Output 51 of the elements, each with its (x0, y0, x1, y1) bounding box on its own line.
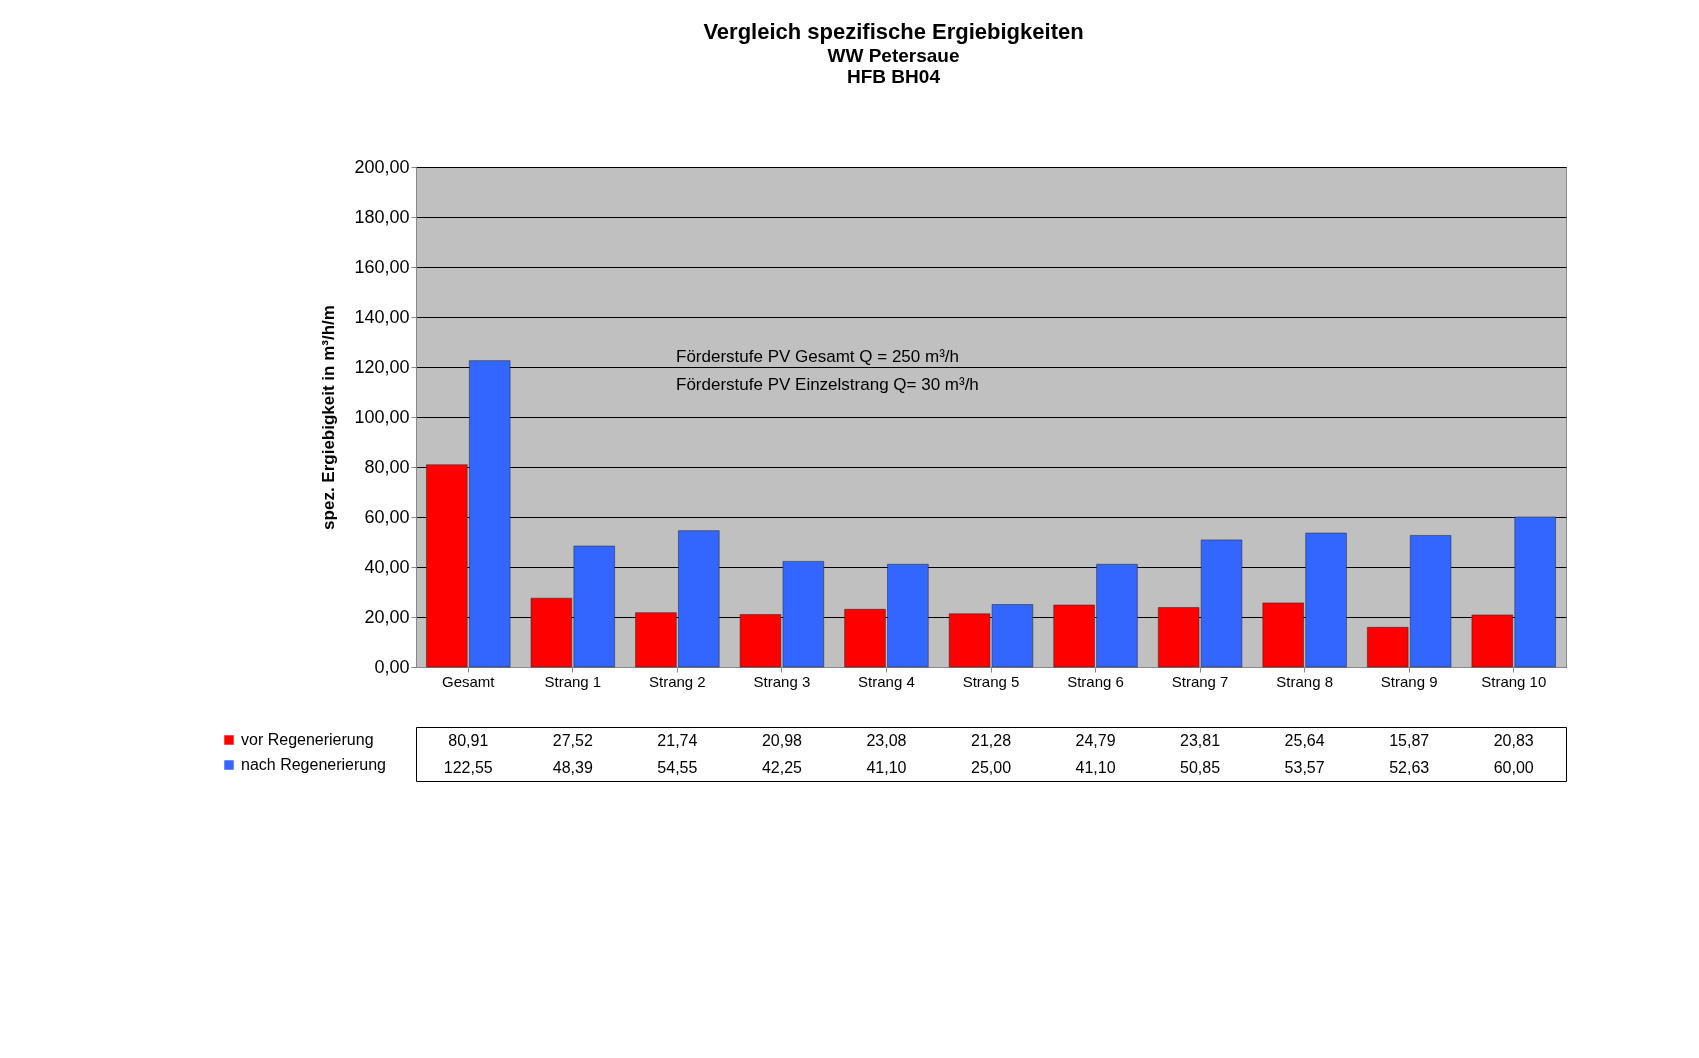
data-label: 122,55 (443, 758, 493, 776)
y-tick-label: 100,00 (354, 406, 410, 427)
x-tick-label: Strang 8 (1276, 672, 1333, 690)
chart-subtitle: WW Petersaue HFB BH04 (827, 44, 960, 87)
x-tick-label: Strang 4 (858, 672, 915, 690)
x-tick-label: Strang 7 (1171, 672, 1229, 690)
x-tick-label: Strang 5 (962, 672, 1020, 690)
data-label: 80,91 (448, 731, 489, 749)
x-tick-label: Strang 6 (1067, 672, 1124, 690)
y-tick-label: 120,00 (354, 356, 410, 377)
data-label: 27,52 (552, 731, 593, 749)
y-tick-label: 140,00 (354, 306, 410, 327)
legend-label: vor Regenerierung (241, 731, 374, 748)
data-label: 21,74 (657, 731, 698, 749)
x-tick-label: Strang 9 (1380, 672, 1438, 690)
data-label: 48,39 (552, 758, 593, 776)
x-tick-label: Strang 2 (649, 672, 706, 690)
x-tick-label: Strang 10 (1481, 672, 1547, 690)
y-tick-label: 40,00 (364, 556, 410, 577)
y-tick-label: 80,00 (364, 456, 410, 477)
data-label: 60,00 (1493, 758, 1534, 776)
data-label: 53,57 (1284, 758, 1325, 776)
data-label: 50,85 (1180, 758, 1221, 776)
data-label: 54,55 (657, 758, 698, 776)
data-label: 25,64 (1284, 731, 1325, 749)
data-label: 20,83 (1493, 731, 1534, 749)
y-tick-label: 200,00 (354, 156, 410, 177)
data-label: 24,79 (1075, 731, 1116, 749)
y-tick-label: 160,00 (354, 256, 410, 277)
annotation: Förderstufe PV Gesamt Q = 250 m³/h (676, 347, 959, 366)
data-label: 15,87 (1389, 731, 1430, 749)
data-label: 52,63 (1389, 758, 1430, 776)
data-label: 23,08 (866, 731, 907, 749)
data-label: 25,00 (970, 758, 1012, 776)
y-tick-label: 180,00 (354, 206, 410, 227)
x-tick-label: Strang 3 (753, 672, 811, 690)
x-tick-label: Strang 1 (544, 672, 602, 690)
y-axis-title: spez. Ergiebigkeit in m³/h/m (319, 305, 339, 530)
y-tick-label: 60,00 (364, 506, 410, 527)
data-label: 21,28 (970, 731, 1012, 749)
data-label: 41,10 (1075, 758, 1116, 776)
chart-title: Vergleich spezifische Ergiebigkeiten (703, 18, 1084, 44)
y-tick-label: 20,00 (364, 606, 410, 627)
legend-label: nach Regenerierung (241, 756, 386, 773)
data-label: 20,98 (761, 731, 803, 749)
x-tick-label: Gesamt (442, 672, 496, 690)
y-tick-label: 0,00 (374, 656, 410, 677)
annotation: Förderstufe PV Einzelstrang Q= 30 m³/h (676, 375, 979, 394)
data-label: 42,25 (761, 758, 803, 776)
data-label: 41,10 (866, 758, 907, 776)
data-label: 23,81 (1180, 731, 1221, 749)
